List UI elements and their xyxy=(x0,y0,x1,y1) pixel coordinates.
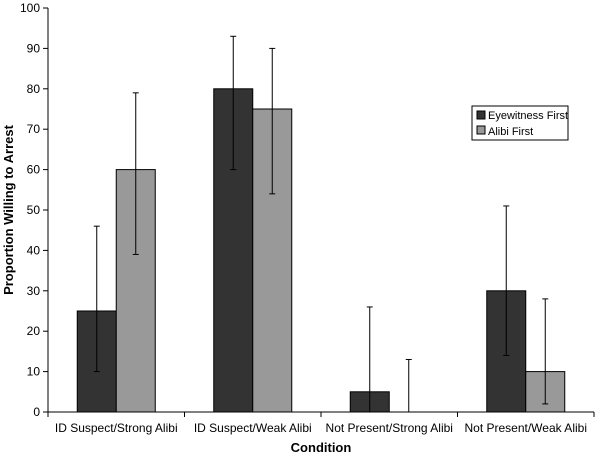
y-tick-label: 90 xyxy=(27,41,41,55)
plot-area xyxy=(76,35,566,413)
y-axis-title: Proportion Willing to Arrest xyxy=(1,124,16,295)
y-tick-label: 20 xyxy=(27,324,41,338)
y-tick-label: 50 xyxy=(27,203,41,217)
y-tick-label: 30 xyxy=(27,284,41,298)
y-axis: 0 10 20 30 40 50 60 70 80 90 100 xyxy=(20,1,48,419)
legend: Eyewitness First Alibi First xyxy=(471,105,569,141)
x-tick-label-not-present-weak-alibi: Not Present/Weak Alibi xyxy=(464,421,587,435)
legend-label-alibi-first: Alibi First xyxy=(488,126,533,138)
y-tick-label: 80 xyxy=(27,82,41,96)
y-tick-label: 10 xyxy=(27,365,41,379)
x-tick-label-id-suspect-weak-alibi: ID Suspect/Weak Alibi xyxy=(194,421,312,435)
x-tick-label-id-suspect-strong-alibi: ID Suspect/Strong Alibi xyxy=(55,421,178,435)
y-tick-label: 0 xyxy=(33,405,40,419)
legend-swatch-eyewitness-first xyxy=(476,110,486,120)
x-tick-label-not-present-strong-alibi: Not Present/Strong Alibi xyxy=(326,421,453,435)
legend-box xyxy=(471,105,569,141)
y-tick-label: 70 xyxy=(27,122,41,136)
y-tick-label: 60 xyxy=(27,163,41,177)
x-axis-title: Condition xyxy=(291,440,352,455)
legend-label-eyewitness-first: Eyewitness First xyxy=(488,110,568,122)
x-axis: ID Suspect/Strong Alibi ID Suspect/Weak A… xyxy=(47,412,595,435)
y-tick-label: 40 xyxy=(27,243,41,257)
legend-swatch-alibi-first xyxy=(476,125,486,135)
y-tick-label: 100 xyxy=(20,1,40,15)
